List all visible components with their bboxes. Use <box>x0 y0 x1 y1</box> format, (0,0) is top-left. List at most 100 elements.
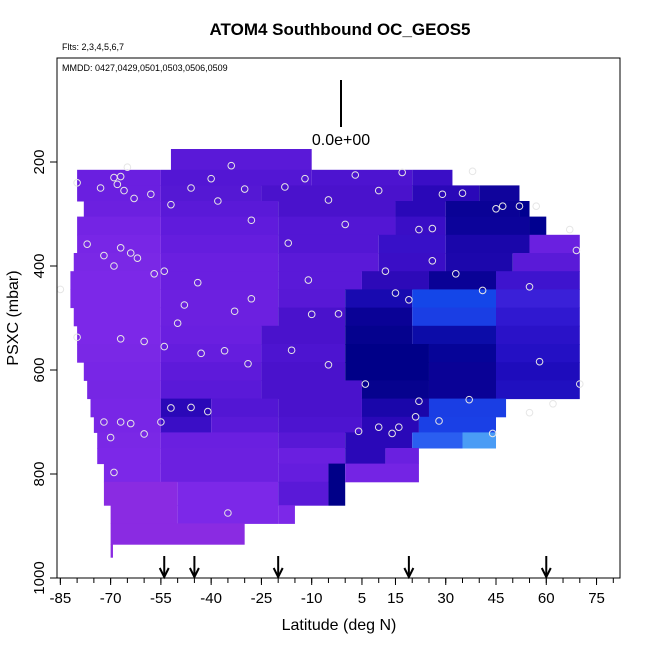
curtain-cell <box>87 380 161 400</box>
sample-point <box>428 224 437 233</box>
y-axis: 200 400 600 800 1000 <box>31 149 57 595</box>
curtain-cell <box>496 344 580 363</box>
curtain-cell <box>345 325 413 345</box>
curtain-cell <box>278 505 295 524</box>
curtain-cell <box>73 253 161 272</box>
sample-point <box>56 285 65 294</box>
curtain-cell <box>160 344 262 363</box>
curtain-cell <box>110 523 245 545</box>
curtain-cell <box>160 448 279 465</box>
curtain-cell <box>77 234 161 254</box>
curtain-cell <box>445 253 513 272</box>
sample-point <box>374 423 383 432</box>
curtain-cell <box>418 416 497 433</box>
sample-point <box>110 262 118 270</box>
sample-point <box>468 167 477 176</box>
curtain-cell <box>328 481 346 506</box>
curtain-cell <box>160 216 279 236</box>
curtain-cell <box>385 448 419 465</box>
sample-point <box>405 296 413 304</box>
profile-arrow-head <box>272 567 284 580</box>
curtain-cells <box>70 149 580 558</box>
sample-point <box>73 179 81 187</box>
sample-point <box>157 418 165 426</box>
sample-point <box>549 400 557 408</box>
sample-point <box>197 349 205 358</box>
x-tick-label: -10 <box>301 590 323 607</box>
profile-arrow <box>158 556 170 580</box>
curtain-cell <box>428 271 497 290</box>
curtain-cell <box>77 325 161 345</box>
sample-point <box>100 418 108 426</box>
sample-point <box>525 283 534 291</box>
curtain-cell <box>83 362 161 381</box>
curtain-cell <box>70 289 161 309</box>
curtain-cell <box>160 169 312 186</box>
curtain-cell <box>103 463 161 483</box>
profile-arrow <box>403 556 415 580</box>
chart-title: ATOM4 Southbound OC_GEOS5 <box>210 20 471 39</box>
curtain-cell <box>211 398 279 418</box>
curtain-cell <box>345 448 386 465</box>
sample-point <box>341 220 350 229</box>
curtain-cell <box>519 201 530 218</box>
sample-point <box>281 183 289 191</box>
sample-point <box>180 301 189 309</box>
curtain-cell <box>83 201 161 218</box>
curtain-cell <box>160 463 279 483</box>
curtain-cell <box>345 432 413 449</box>
sample-point <box>160 342 169 351</box>
curtain-cell <box>177 505 279 524</box>
x-axis: -85 -70 -55 -40 -25 -10 5 15 30 45 60 75 <box>50 578 614 607</box>
curtain-cell <box>73 307 161 327</box>
sample-point <box>126 419 135 428</box>
dates-annotation: MMDD: 0427,0429,0501,0503,0506,0509 <box>62 63 228 73</box>
x-tick-label: -55 <box>150 590 172 607</box>
sample-point <box>388 429 396 438</box>
curtain-cell <box>412 307 497 327</box>
curtain-cell <box>496 325 580 345</box>
curtain-cell <box>345 463 419 483</box>
sample-point <box>451 270 460 278</box>
curtain-cell <box>103 481 178 506</box>
sample-point <box>110 468 118 477</box>
sample-point <box>354 427 363 436</box>
sample-point <box>187 184 195 192</box>
curtain-cell <box>110 544 113 558</box>
sample-point <box>160 267 169 276</box>
curtain-cell <box>412 325 497 345</box>
curtain-cell <box>110 505 178 524</box>
curtain-cell <box>445 216 530 236</box>
sample-point <box>284 239 293 247</box>
curtain-cell <box>160 432 279 449</box>
sample-point <box>214 197 222 205</box>
curtain-cell <box>445 201 520 218</box>
sample-point <box>525 408 534 417</box>
curtain-cell <box>278 271 362 290</box>
curtain-cell <box>278 481 329 506</box>
sample-point <box>395 423 403 432</box>
x-tick-label: 5 <box>358 590 366 607</box>
curtain-cell <box>529 216 547 236</box>
sample-point <box>126 249 135 257</box>
y-tick-label: 800 <box>31 461 48 486</box>
curtain-cell <box>90 398 161 418</box>
x-tick-label: -25 <box>251 590 273 607</box>
sample-point <box>220 346 229 355</box>
sample-point <box>120 186 128 195</box>
curtain-cell <box>160 325 262 345</box>
curtain-cell <box>345 289 413 309</box>
sample-point <box>227 161 236 170</box>
curtain-cell <box>428 398 507 418</box>
curtain-cell <box>278 432 346 449</box>
curtain-cell <box>278 253 379 272</box>
curtain-cell <box>361 398 429 418</box>
curtain-cell <box>278 463 329 483</box>
sample-point <box>247 216 256 225</box>
scale-bar-label: 0.0e+00 <box>312 132 370 149</box>
sample-point <box>73 333 81 342</box>
curtain-cell <box>361 380 429 400</box>
profile-arrow-head <box>189 567 200 580</box>
sample-point <box>535 357 544 366</box>
